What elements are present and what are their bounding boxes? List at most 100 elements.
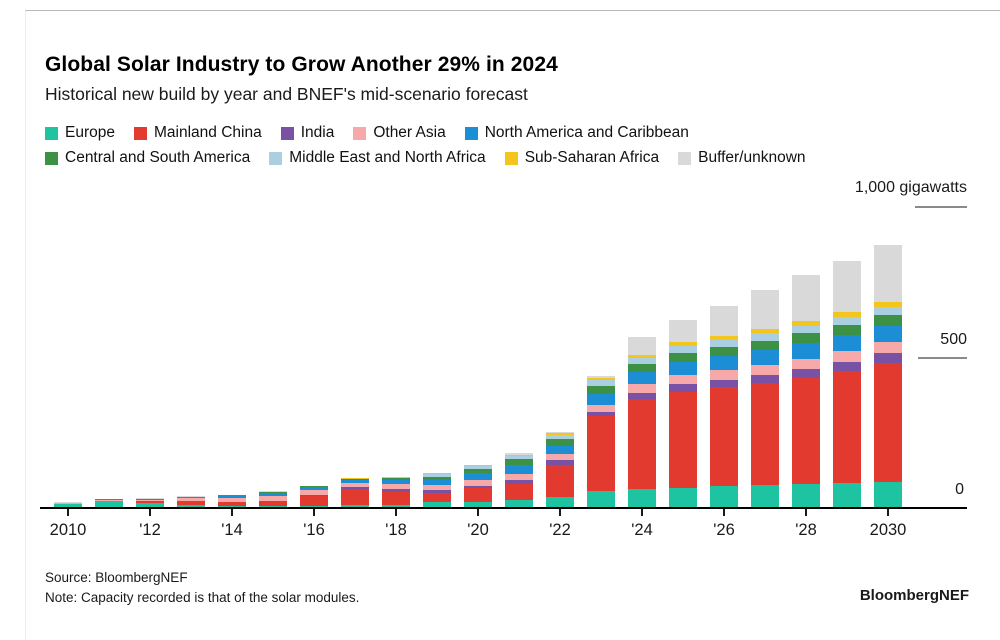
bar-segment [546,464,574,497]
bar-2028 [792,274,820,508]
bar-segment [587,385,615,395]
bar-segment [423,493,451,502]
bar-segment [341,505,369,508]
bar-segment [382,480,410,485]
bar-segment [136,501,164,503]
bar-segment [95,499,123,501]
bar-segment [710,379,738,388]
bar-segment [423,484,451,490]
bar-segment [505,480,533,484]
bloombergnef-logo: BloombergNEF [859,587,969,604]
bar-segment [505,455,533,460]
bar-segment [546,496,574,508]
bar-segment [628,398,656,489]
bar-segment [464,473,492,481]
x-tick [149,509,151,516]
x-tick-label: '12 [139,521,161,539]
bar-segment [423,502,451,508]
bar-2021 [505,453,533,508]
bar-segment [300,505,328,508]
x-tick [231,509,233,516]
y-axis-unit-label: 1,000 gigawatts [854,179,967,196]
bar-2012 [136,498,164,508]
bar-segment [382,484,410,489]
bar-segment [95,500,123,502]
bar-segment [792,321,820,326]
legend-label: Central and South America [65,149,251,166]
bar-segment [259,495,287,501]
legend-item: Europe [45,124,115,142]
bar-segment [833,361,861,372]
bar-segment [423,473,451,475]
bar-segment [710,370,738,380]
legend-swatch-icon [133,126,147,140]
bar-segment [587,376,615,378]
legend-label: Sub-Saharan Africa [524,149,660,166]
bar-segment [464,466,492,470]
bar-segment [300,486,328,491]
bar-segment [136,502,164,508]
bar-segment [177,498,205,501]
bar-segment [546,433,574,435]
legend-label: India [300,124,335,141]
bar-segment [669,487,697,508]
x-tick [559,509,561,516]
bar-segment [382,491,410,505]
bar-segment [464,502,492,508]
legend-swatch-icon [280,126,294,140]
x-tick [313,509,315,516]
bar-2026 [710,305,738,508]
bar-segment [300,490,328,495]
bar-segment [874,352,902,364]
bar-2024 [628,336,656,508]
bar-segment [382,477,410,479]
bar-segment [587,394,615,405]
bar-segment [218,495,246,498]
bar-segment [710,339,738,347]
bar-2013 [177,496,205,508]
bar-segment [792,333,820,344]
bar-segment [628,354,656,358]
bar-segment [792,368,820,378]
bar-segment [751,365,779,375]
y-tick-label-0: 0 [955,481,964,498]
bar-segment [751,333,779,341]
bar-segment [341,478,369,480]
bar-segment [628,372,656,385]
legend-item: Central and South America [45,149,250,167]
legend-item: North America and Caribbean [464,124,689,142]
note-text: Note: Capacity recorded is that of the s… [45,590,360,605]
bar-segment [628,336,656,355]
x-tick [887,509,889,516]
bar-segment [546,460,574,465]
bar-segment [628,357,656,364]
legend-swatch-icon [45,126,58,140]
bar-segment [218,497,246,502]
bar-segment [833,371,861,483]
bar-segment [833,482,861,508]
x-tick-label: '28 [795,521,817,539]
bar-segment [177,501,205,505]
bar-segment [218,502,246,506]
bar-segment [341,479,369,483]
bar-2030 [874,244,902,508]
bar-segment [874,244,902,302]
bar-segment [669,375,697,385]
x-tick-label: '26 [713,521,735,539]
bar-2025 [669,319,697,508]
bar-segment [669,319,697,343]
legend-swatch-icon [504,151,518,165]
x-tick [641,509,643,516]
bar-segment [423,480,451,485]
bar-segment [833,325,861,336]
bar-segment [177,496,205,499]
legend-swatch-icon [678,151,692,165]
bar-2018 [382,476,410,508]
bar-segment [546,434,574,439]
page-subtitle: Historical new build by year and BNEF's … [45,84,528,104]
bar-segment [792,377,820,484]
legend-label: North America and Caribbean [484,124,689,141]
bar-chart-plot-area [45,208,905,508]
x-tick [395,509,397,516]
bar-segment [669,342,697,347]
